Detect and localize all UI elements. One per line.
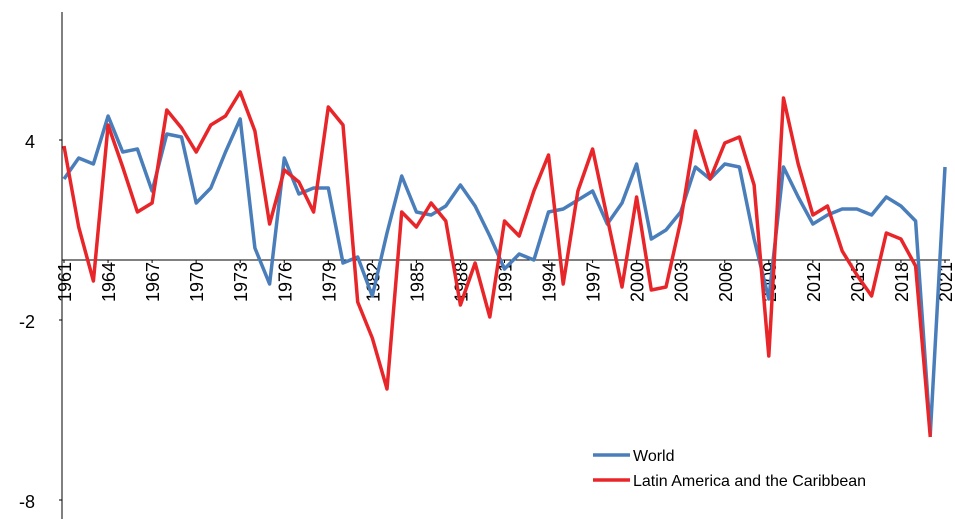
x-tick-label: 1976 (275, 262, 295, 302)
x-tick-label: 1994 (540, 262, 560, 302)
x-tick-label: 1997 (584, 262, 604, 302)
x-tick-label: 1991 (496, 262, 516, 302)
x-tick-label: 2003 (672, 262, 692, 302)
x-tick-label: 2018 (892, 262, 912, 302)
legend-label: Latin America and the Caribbean (633, 473, 866, 490)
y-tick-label: 4 (25, 132, 35, 152)
x-tick-label: 1970 (187, 262, 207, 302)
x-tick-label: 1967 (143, 262, 163, 302)
x-tick-label: 2000 (628, 262, 648, 302)
x-tick-label: 1985 (407, 262, 427, 302)
x-tick-label: 1973 (231, 262, 251, 302)
x-tick-label: 1979 (319, 262, 339, 302)
series-line (62, 90, 933, 438)
series-line (62, 114, 947, 436)
y-tick-label: -8 (19, 492, 35, 512)
y-tick-label: -2 (19, 312, 35, 332)
x-tick-label: 1961 (55, 262, 75, 302)
x-tick-label: 2006 (716, 262, 736, 302)
x-tick-label: 2015 (848, 262, 868, 302)
legend-label: World (633, 448, 675, 465)
x-tick-label: 2012 (804, 262, 824, 302)
x-tick-label: 1964 (99, 262, 119, 302)
